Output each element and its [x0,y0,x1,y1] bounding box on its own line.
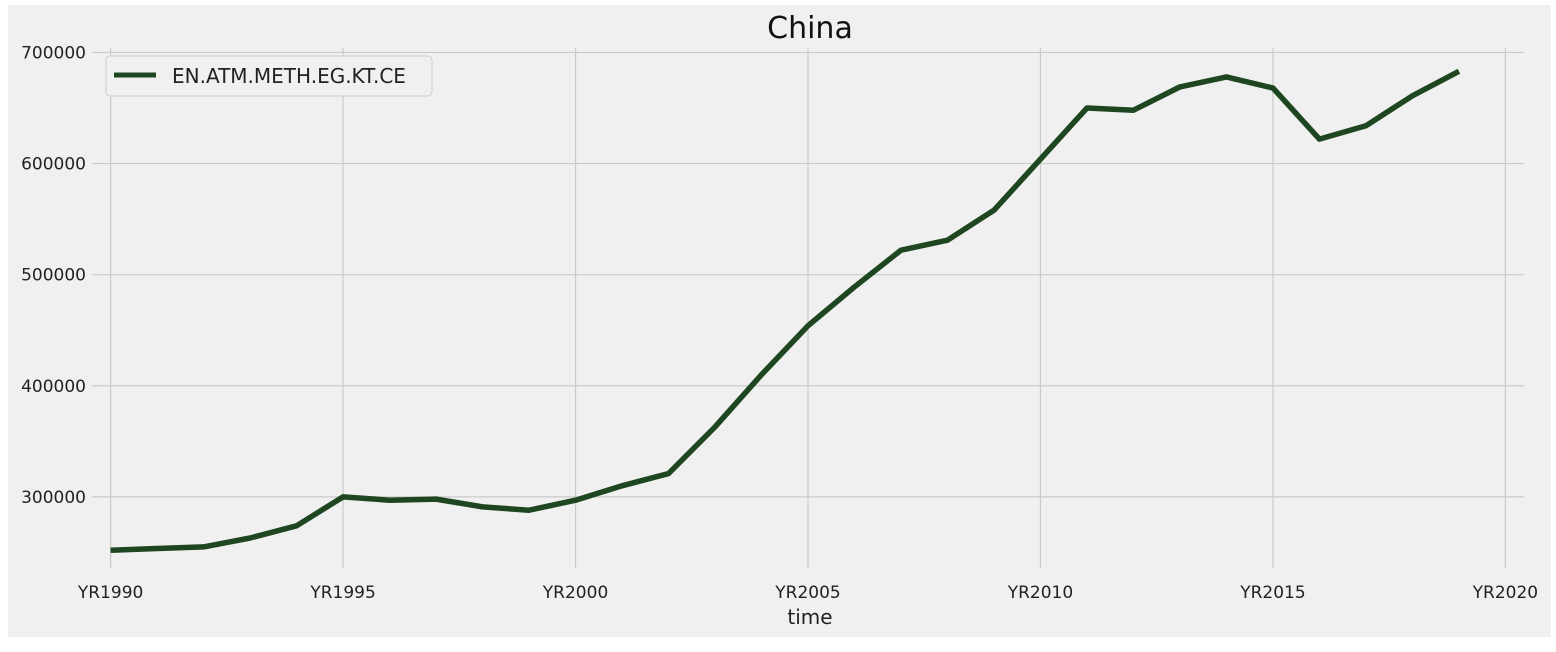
x-tick-label: YR2000 [542,583,608,603]
y-tick-label: 500000 [21,266,86,286]
x-tick-label: YR2015 [1239,583,1305,603]
tick-labels: YR1990 YR1995 YR2000 YR2005 YR2010 YR2015 YR20… [21,43,1538,603]
chart-title: China [767,11,853,46]
x-tick-label: YR2010 [1007,583,1073,603]
grid-lines [92,48,1524,568]
series-line [110,68,1461,553]
series-layer [110,68,1461,553]
y-tick-label: 700000 [21,43,86,63]
x-tick-label: YR2005 [774,583,840,603]
x-tick-label: YR1990 [77,583,143,603]
x-tick-label: YR1995 [309,583,375,603]
x-tick-label: YR2020 [1472,583,1538,603]
y-tick-label: 600000 [21,155,86,175]
x-axis-title: time [787,605,832,629]
legend-label: EN.ATM.METH.EG.KT.CE [172,64,406,88]
legend-box [105,55,433,97]
y-tick-label: 400000 [21,377,86,397]
legend: EN.ATM.METH.EG.KT.CE [105,55,433,97]
y-tick-label: 300000 [21,488,86,508]
